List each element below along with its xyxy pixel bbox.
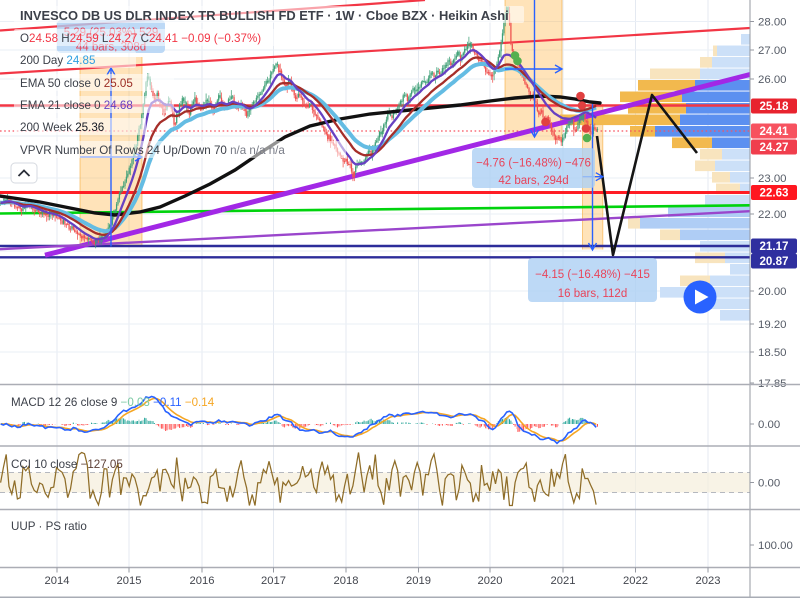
svg-text:23.00: 23.00	[758, 173, 787, 185]
svg-text:2022: 2022	[623, 575, 648, 587]
svg-text:VPVR Number Of Rows 24 Up/Down: VPVR Number Of Rows 24 Up/Down 70 n/a n/…	[20, 144, 285, 157]
svg-text:21.17: 21.17	[759, 240, 788, 253]
svg-text:EMA 50 close 0 25.05: EMA 50 close 0 25.05	[20, 77, 133, 90]
svg-text:42 bars, 294d: 42 bars, 294d	[498, 175, 568, 187]
svg-text:0.00: 0.00	[758, 478, 780, 490]
svg-text:2015: 2015	[117, 575, 142, 587]
svg-text:−4.15 (−16.48%) −415: −4.15 (−16.48%) −415	[535, 269, 650, 281]
svg-text:UUP · PS ratio: UUP · PS ratio	[11, 520, 87, 533]
svg-text:2021: 2021	[551, 575, 576, 587]
svg-text:CCI 10 close −127.05: CCI 10 close −127.05	[11, 458, 123, 471]
svg-text:0.00: 0.00	[758, 419, 780, 431]
svg-text:2017: 2017	[261, 575, 286, 587]
svg-text:24.27: 24.27	[759, 141, 788, 154]
svg-text:22.63: 22.63	[759, 187, 789, 200]
svg-text:2023: 2023	[696, 575, 721, 587]
svg-text:200 Day 24.85: 200 Day 24.85	[20, 54, 95, 67]
svg-text:2018: 2018	[334, 575, 359, 587]
svg-text:16 bars, 112d: 16 bars, 112d	[558, 288, 627, 300]
svg-text:20.87: 20.87	[759, 255, 788, 268]
svg-text:22.00: 22.00	[758, 209, 787, 221]
svg-text:18.50: 18.50	[758, 347, 787, 359]
svg-text:24.41: 24.41	[759, 125, 789, 138]
svg-text:19.20: 19.20	[758, 319, 787, 331]
svg-text:O24.58 H24.59 L24.27 C24.41 −0: O24.58 H24.59 L24.27 C24.41 −0.09 (−0.37…	[20, 32, 261, 45]
svg-text:−4.76 (−16.48%) −476: −4.76 (−16.48%) −476	[476, 157, 591, 169]
svg-text:26.00: 26.00	[758, 74, 787, 86]
svg-text:25.18: 25.18	[759, 100, 789, 113]
svg-text:100.00: 100.00	[758, 540, 793, 552]
svg-text:20.00: 20.00	[758, 286, 787, 298]
svg-text:2020: 2020	[478, 575, 503, 587]
svg-text:EMA 21 close 0 24.68: EMA 21 close 0 24.68	[20, 99, 133, 112]
svg-text:28.00: 28.00	[758, 17, 787, 29]
svg-text:2014: 2014	[45, 575, 70, 587]
svg-text:200 Week 25.36: 200 Week 25.36	[20, 121, 104, 134]
svg-text:27.00: 27.00	[758, 45, 787, 57]
svg-text:2019: 2019	[406, 575, 431, 587]
svg-text:2016: 2016	[190, 575, 215, 587]
svg-text:MACD 12 26 close 9 −0.03 −0.11: MACD 12 26 close 9 −0.03 −0.11 −0.14	[11, 396, 215, 409]
svg-text:INVESCO DB US DLR INDEX TR BUL: INVESCO DB US DLR INDEX TR BULLISH FD ET…	[20, 8, 509, 23]
